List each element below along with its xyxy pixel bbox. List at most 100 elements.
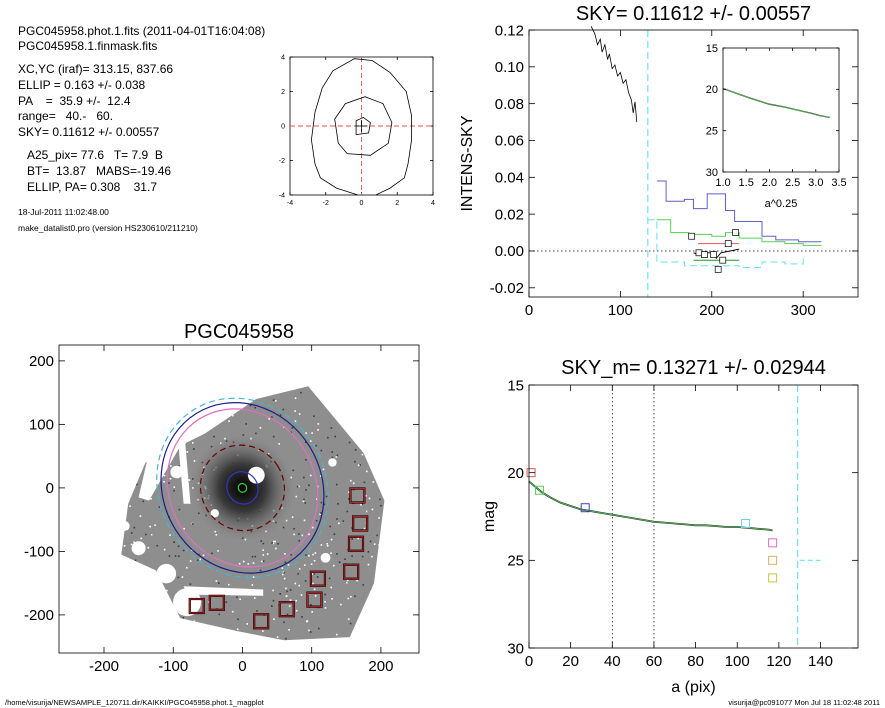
- noise-pixel: [207, 649, 209, 651]
- noise-pixel: [348, 498, 350, 500]
- noise-pixel: [367, 563, 370, 566]
- noise-pixel: [397, 640, 399, 642]
- noise-pixel: [78, 527, 80, 529]
- noise-pixel: [326, 544, 329, 547]
- noise-pixel: [170, 465, 172, 467]
- noise-pixel: [350, 595, 352, 598]
- noise-pixel: [417, 404, 419, 406]
- noise-pixel: [409, 460, 411, 462]
- y-tick-label: 20: [507, 465, 524, 482]
- noise-pixel: [210, 349, 212, 351]
- noise-pixel: [346, 579, 349, 582]
- noise-pixel: [286, 590, 288, 593]
- noise-pixel: [385, 487, 387, 489]
- noise-pixel: [170, 362, 172, 364]
- noise-pixel: [154, 524, 156, 526]
- noise-pixel: [115, 361, 117, 363]
- noise-pixel: [273, 348, 275, 350]
- noise-pixel: [183, 641, 185, 643]
- noise-pixel: [356, 579, 358, 582]
- noise-pixel: [114, 351, 116, 353]
- noise-pixel: [199, 558, 202, 561]
- y-tick-label: 200: [29, 353, 54, 370]
- header-line-sky: SKY= 0.11612 +/- 0.00557: [18, 125, 160, 139]
- mag-ylabel: mag: [481, 501, 498, 532]
- y-tick-label: 2: [281, 89, 285, 96]
- noise-pixel: [331, 456, 334, 459]
- noise-pixel: [386, 420, 388, 422]
- noise-pixel: [122, 499, 125, 501]
- noise-pixel: [246, 623, 248, 625]
- noise-pixel: [178, 508, 181, 511]
- noise-pixel: [295, 495, 298, 498]
- noise-pixel: [262, 554, 265, 556]
- noise-pixel: [380, 504, 382, 507]
- noise-pixel: [71, 515, 73, 517]
- noise-pixel: [394, 346, 396, 348]
- noise-pixel: [300, 391, 302, 394]
- noise-pixel: [237, 618, 239, 621]
- noise-pixel: [252, 562, 255, 564]
- noise-pixel: [391, 409, 393, 411]
- noise-pixel: [145, 641, 147, 643]
- y-tick-label: 0.02: [495, 206, 524, 223]
- noise-pixel: [412, 460, 414, 462]
- noise-pixel: [330, 427, 333, 429]
- noise-pixel: [137, 456, 139, 459]
- noise-pixel: [330, 586, 332, 589]
- noise-pixel: [317, 429, 319, 431]
- noise-pixel: [75, 582, 77, 584]
- noise-pixel: [236, 596, 238, 599]
- noise-pixel: [281, 567, 284, 569]
- header-line-ellip-pa: ELLIP, PA= 0.308 31.7: [27, 180, 157, 194]
- noise-pixel: [249, 634, 252, 637]
- noise-pixel: [177, 576, 180, 579]
- noise-pixel: [228, 583, 230, 586]
- noise-pixel: [150, 534, 153, 536]
- header-line-version: make_datalist0.pro (version HS230610/211…: [18, 223, 198, 233]
- noise-pixel: [66, 384, 68, 386]
- noise-pixel: [271, 416, 273, 418]
- noise-pixel: [352, 482, 355, 485]
- noise-pixel: [375, 641, 377, 643]
- noise-pixel: [272, 542, 275, 545]
- footer-user: visurija@pc091077 Mon Jul 18 11:02:48 20…: [728, 698, 880, 707]
- noise-pixel: [312, 582, 314, 585]
- masked-object-box-red: [352, 515, 368, 531]
- noise-pixel: [274, 540, 276, 543]
- noise-pixel: [383, 510, 385, 512]
- noise-pixel: [137, 394, 140, 396]
- noise-pixel: [72, 387, 74, 389]
- sky-profile-line: [590, 26, 638, 123]
- noise-pixel: [350, 383, 352, 385]
- y-tick-label: 0: [281, 123, 285, 130]
- noise-pixel: [405, 559, 407, 561]
- noise-pixel: [90, 542, 92, 544]
- noise-pixel: [113, 542, 115, 544]
- noise-pixel: [272, 435, 275, 438]
- noise-pixel: [104, 468, 106, 470]
- noise-pixel: [213, 633, 215, 636]
- x-tick-label: 40: [604, 653, 621, 670]
- noise-pixel: [388, 386, 390, 388]
- noise-pixel: [403, 581, 405, 583]
- noise-pixel: [311, 526, 314, 529]
- noise-pixel: [331, 379, 333, 381]
- sky-data-point: [719, 256, 727, 264]
- noise-pixel: [368, 604, 370, 607]
- noise-pixel: [122, 446, 124, 449]
- noise-pixel: [193, 388, 195, 390]
- noise-pixel: [148, 609, 151, 611]
- noise-pixel: [320, 501, 323, 504]
- noise-pixel: [302, 500, 305, 503]
- noise-pixel: [156, 433, 158, 435]
- noise-pixel: [346, 581, 348, 584]
- noise-pixel: [310, 603, 312, 606]
- noise-pixel: [379, 435, 381, 437]
- noise-pixel: [387, 399, 389, 401]
- noise-pixel: [134, 569, 137, 572]
- masked-object-box-red: [209, 595, 225, 611]
- noise-pixel: [376, 534, 378, 537]
- noise-pixel: [208, 373, 210, 375]
- noise-pixel: [97, 627, 99, 629]
